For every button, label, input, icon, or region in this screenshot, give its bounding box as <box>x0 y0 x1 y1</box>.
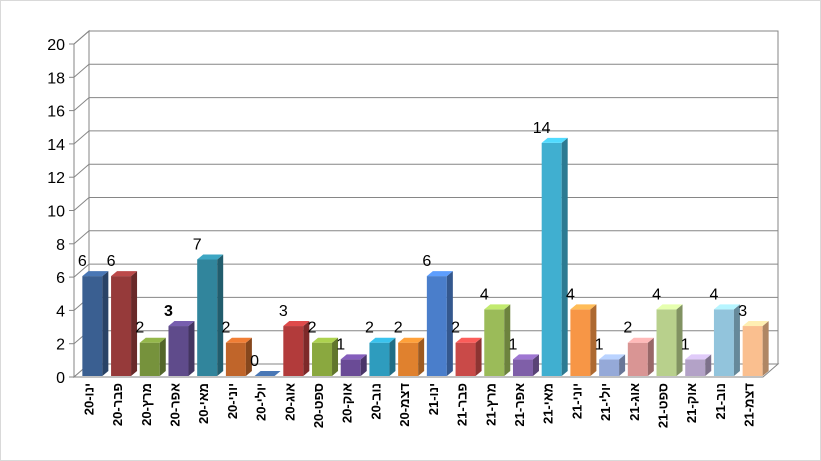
data-label: 2 <box>394 320 403 337</box>
bar <box>168 321 195 376</box>
y-tick-label: 12 <box>47 170 65 187</box>
data-label: 1 <box>595 336 604 353</box>
x-tick-label: אוק-20 <box>340 383 355 423</box>
x-tick-label: ספט-20 <box>311 383 326 428</box>
x-tick-label: ינו-21 <box>426 383 441 415</box>
x-tick-label: אפר-20 <box>167 383 182 427</box>
x-tick-label: ינו-20 <box>81 383 96 415</box>
data-label: 2 <box>308 320 317 337</box>
x-tick-label: אוג-20 <box>282 383 297 421</box>
gridline <box>73 97 778 111</box>
bar <box>82 271 109 376</box>
data-label: 4 <box>566 286 575 303</box>
bar <box>197 254 224 376</box>
x-tick-label: נוב-21 <box>713 383 728 420</box>
data-label: 2 <box>221 320 230 337</box>
gridline <box>73 130 778 145</box>
x-tick-label: ספט-21 <box>656 383 671 428</box>
data-label: 14 <box>533 120 551 137</box>
data-label: 2 <box>365 320 374 337</box>
bar <box>254 371 281 376</box>
data-label: 4 <box>652 286 661 303</box>
x-tick-label: מרץ-20 <box>139 383 154 426</box>
data-label: 2 <box>451 320 460 337</box>
bar <box>139 337 166 376</box>
bar <box>340 354 367 376</box>
bar <box>713 304 740 376</box>
x-tick-label: אפר-21 <box>512 383 527 427</box>
bar <box>599 354 626 376</box>
x-tick-label: פבר-20 <box>110 383 125 426</box>
bar <box>111 271 138 376</box>
data-label: 3 <box>164 303 173 320</box>
data-label: 1 <box>336 336 345 353</box>
bar <box>369 337 396 376</box>
y-tick-label: 2 <box>56 337 65 354</box>
gridline <box>73 30 778 45</box>
data-label: 0 <box>250 353 259 370</box>
data-label: 6 <box>422 253 431 270</box>
y-tick-label: 4 <box>56 303 65 320</box>
x-tick-label: יולי-20 <box>254 383 269 421</box>
x-tick-label: מאי-21 <box>541 383 556 424</box>
y-axis: 0 2 4 6 8 10 12 14 16 18 20 <box>47 37 75 387</box>
x-tick-label: דצמ-21 <box>742 383 757 427</box>
data-label: 3 <box>738 303 747 320</box>
data-label: 6 <box>78 253 87 270</box>
data-label: 6 <box>107 253 116 270</box>
bar <box>541 137 568 376</box>
x-tick-label: מאי-20 <box>196 383 211 424</box>
bar <box>426 271 453 376</box>
y-tick-label: 20 <box>47 37 65 54</box>
data-label: 7 <box>193 236 202 253</box>
bar <box>398 337 425 376</box>
data-label: 2 <box>623 320 632 337</box>
bar <box>312 337 339 376</box>
bar <box>656 304 683 376</box>
bar <box>570 304 597 376</box>
y-tick-label: 8 <box>56 237 65 254</box>
x-tick-label: יוני-20 <box>225 383 240 419</box>
x-tick-label: יוני-21 <box>569 383 584 419</box>
y-tick-label: 0 <box>56 370 65 387</box>
x-tick-label: מרץ-21 <box>483 383 498 426</box>
x-tick-label: נוב-20 <box>368 383 383 420</box>
data-label: 1 <box>509 336 518 353</box>
data-label: 3 <box>279 303 288 320</box>
y-tick-label: 14 <box>47 137 65 154</box>
bar <box>627 337 654 376</box>
bar <box>455 337 482 376</box>
x-tick-label: אוק-21 <box>684 383 699 423</box>
x-axis: ינו-20 פבר-20 מרץ-20 אפר-20 מאי-20 יוני-20 יול… <box>74 376 763 428</box>
bar <box>742 321 769 376</box>
data-label: 4 <box>709 286 718 303</box>
bar <box>283 321 310 376</box>
x-tick-label: פבר-21 <box>455 383 470 426</box>
data-label: 2 <box>135 320 144 337</box>
bar <box>512 354 539 376</box>
bar <box>225 337 252 376</box>
gridline <box>73 63 778 78</box>
y-tick-label: 16 <box>47 104 65 121</box>
x-tick-label: יולי-21 <box>598 383 613 421</box>
data-label: 1 <box>681 336 690 353</box>
data-label: 4 <box>480 286 489 303</box>
bar <box>685 354 712 376</box>
y-tick-label: 18 <box>47 70 65 87</box>
bars <box>82 137 769 376</box>
y-tick-label: 6 <box>56 270 65 287</box>
x-tick-label: דצמ-20 <box>397 383 412 427</box>
bar <box>484 304 511 376</box>
x-tick-label: אוג-21 <box>627 383 642 421</box>
y-tick-label: 10 <box>47 204 65 221</box>
